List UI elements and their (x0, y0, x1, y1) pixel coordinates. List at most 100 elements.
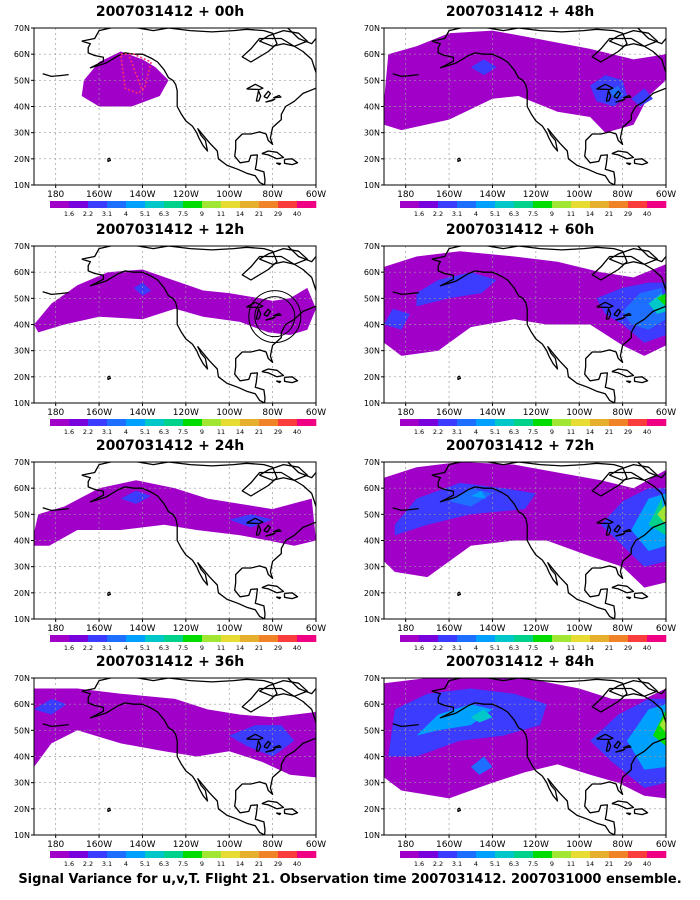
colorbar-swatch (202, 851, 222, 858)
colorbar-label: 3.1 (452, 860, 462, 866)
colorbar-label: 9 (550, 210, 554, 216)
panel-title: 2007031412 + 36h (95, 654, 245, 670)
coastline (255, 740, 262, 752)
coastline (261, 368, 285, 378)
colorbar-swatch (278, 419, 298, 426)
colorbar-label: 29 (624, 428, 632, 434)
coastline (611, 584, 635, 594)
colorbar-label: 40 (643, 860, 651, 866)
lon-label: 100W (216, 190, 242, 200)
lon-label: 160W (86, 840, 112, 850)
colorbar-swatch (221, 419, 241, 426)
coastline (283, 158, 299, 166)
colorbar-swatch (419, 201, 439, 208)
colorbar-label: 2.2 (433, 644, 443, 650)
variance-contour (648, 498, 666, 536)
colorbar-swatch (297, 419, 317, 426)
colorbar-label: 40 (643, 210, 651, 216)
lat-label: 50N (364, 294, 380, 303)
coastline (457, 591, 462, 597)
colorbar-swatch (419, 635, 439, 642)
lat-label: 60N (364, 268, 380, 277)
coastline (81, 246, 316, 403)
panel-title: 2007031412 + 24h (95, 438, 245, 454)
coastline (261, 150, 285, 160)
variance-contour (81, 51, 169, 107)
lon-label: 100W (216, 408, 242, 418)
colorbar-label: 29 (274, 860, 282, 866)
map-canvas: 70N 60N 50N 40N 30N 20N 10N 180 160W 140W 120W 100W… (364, 24, 676, 216)
lat-label: 70N (14, 458, 30, 467)
colorbar-label: 40 (293, 644, 301, 650)
coastline (431, 678, 666, 835)
colorbar-swatch (400, 201, 420, 208)
colorbar-label: 4 (474, 428, 478, 434)
colorbar-label: 9 (550, 644, 554, 650)
colorbar-label: 3.1 (452, 210, 462, 216)
colorbar-swatch (514, 851, 534, 858)
coastline (287, 246, 316, 263)
lat-label: 40N (14, 103, 30, 112)
colorbar-label: 5.1 (140, 644, 150, 650)
coastline (263, 740, 272, 749)
coastline (273, 528, 282, 533)
lat-label: 20N (14, 805, 30, 814)
lon-label: 180 (397, 840, 414, 850)
colorbar-swatch (221, 201, 241, 208)
colorbar-swatch (400, 635, 420, 642)
lat-label: 10N (14, 831, 30, 840)
colorbar-swatch (438, 201, 458, 208)
colorbar-swatch (164, 851, 184, 858)
colorbar-swatch (571, 851, 591, 858)
colorbar-label: 21 (605, 210, 613, 216)
colorbar-label: 11 (217, 428, 225, 434)
colorbar-label: 11 (567, 210, 575, 216)
colorbar-swatch (126, 635, 146, 642)
lon-label: 140W (129, 840, 155, 850)
colorbar-swatch (590, 635, 610, 642)
colorbar-swatch (514, 419, 534, 426)
coastline (457, 807, 462, 813)
lat-label: 10N (364, 399, 380, 408)
colorbar-label: 6.3 (509, 428, 519, 434)
colorbar-label: 21 (605, 860, 613, 866)
coastline (605, 308, 612, 320)
colorbar-label: 7.5 (178, 428, 188, 434)
colorbar-label: 21 (255, 644, 263, 650)
colorbar-swatch (126, 201, 146, 208)
colorbar-label: 3.1 (102, 644, 112, 650)
coastline (615, 532, 626, 537)
colorbar-swatch (183, 419, 203, 426)
colorbar-swatch (145, 851, 165, 858)
variance-contour (657, 503, 666, 525)
colorbar-label: 6.3 (159, 644, 169, 650)
map-panel-72h: 2007031412 + 72h 70N 60N 50N 40N 30N 20N 10N 180… (350, 434, 690, 650)
colorbar-label: 14 (586, 644, 594, 650)
lon-label: 60W (306, 190, 326, 200)
colorbar-label: 6.3 (159, 860, 169, 866)
lat-label: 50N (364, 510, 380, 519)
colorbar-swatch (438, 851, 458, 858)
colorbar-label: 11 (567, 428, 575, 434)
colorbar-label: 6.3 (509, 644, 519, 650)
colorbar-label: 2.2 (83, 210, 93, 216)
coastline (392, 291, 419, 296)
map-canvas: 70N 60N 50N 40N 30N 20N 10N 180 160W 140W 120W 100W… (14, 24, 326, 216)
coastline (107, 591, 112, 597)
colorbar-swatch (495, 201, 515, 208)
lat-label: 70N (364, 24, 380, 33)
colorbar-swatch (50, 201, 70, 208)
colorbar-label: 11 (217, 210, 225, 216)
colorbar-swatch (50, 635, 70, 642)
colorbar-swatch (457, 851, 477, 858)
colorbar-swatch (628, 635, 648, 642)
variance-contour (384, 30, 666, 133)
lon-label: 180 (47, 408, 64, 418)
colorbar-label: 1.6 (64, 210, 74, 216)
colorbar-label: 14 (586, 210, 594, 216)
colorbar-swatch (259, 419, 279, 426)
lat-label: 30N (364, 129, 380, 138)
colorbar-swatch (278, 201, 298, 208)
lat-label: 40N (14, 537, 30, 546)
colorbar-swatch (221, 851, 241, 858)
